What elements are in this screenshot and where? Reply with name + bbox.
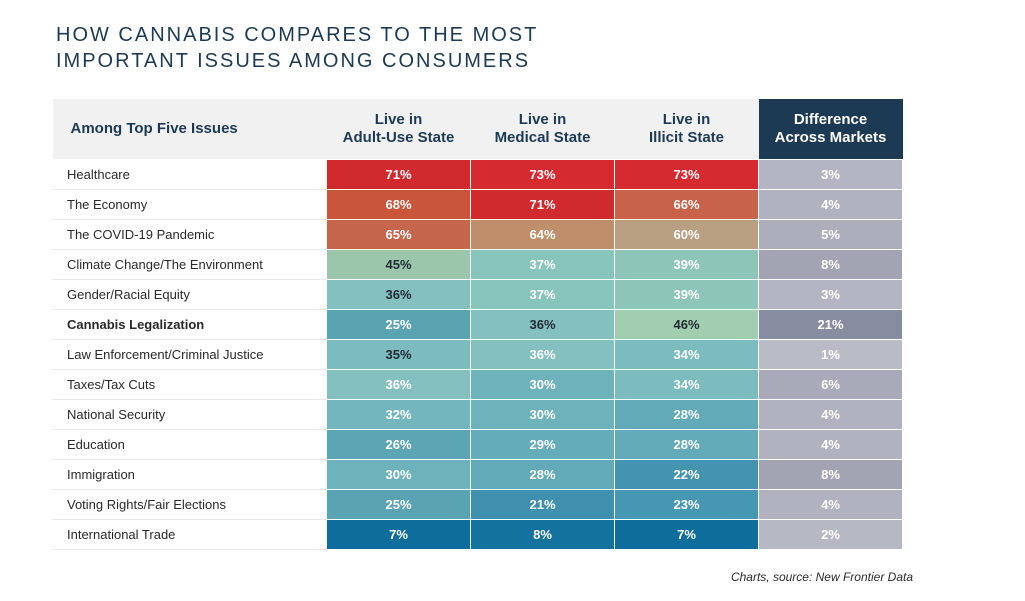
issue-label: Cannabis Legalization [52,308,327,340]
issue-label: The Economy [52,188,327,220]
issue-label: Gender/Racial Equity [52,278,327,310]
value-cell: 4% [758,428,903,460]
value-cell: 60% [614,218,759,250]
value-cell: 39% [614,278,759,310]
value-cell: 5% [758,218,903,250]
table-row: National Security 32% 30% 28% 4% [52,398,903,430]
value-cell: 3% [758,158,903,190]
issue-label: The COVID-19 Pandemic [52,218,327,250]
table-row: Gender/Racial Equity 36% 37% 39% 3% [52,278,903,310]
value-cell: 3% [758,278,903,310]
table-row: The COVID-19 Pandemic 65% 64% 60% 5% [52,218,903,250]
value-cell: 37% [470,248,615,280]
column-header-line: Across Markets [774,128,887,146]
value-cell: 65% [326,218,471,250]
value-cell: 68% [326,188,471,220]
value-cell: 8% [758,248,903,280]
value-cell: 64% [470,218,615,250]
table-row: Taxes/Tax Cuts 36% 30% 34% 6% [52,368,903,400]
column-header-line: Medical State [494,128,591,146]
value-cell: 21% [470,488,615,520]
column-header-line: Illicit State [648,128,725,146]
value-cell: 36% [326,278,471,310]
value-cell: 4% [758,398,903,430]
table-row: Education 26% 29% 28% 4% [52,428,903,460]
value-cell: 22% [614,458,759,490]
value-cell: 8% [758,458,903,490]
value-cell: 73% [614,158,759,190]
issue-label: Immigration [52,458,327,490]
column-header-medical: Live in Medical State [470,99,615,159]
table-row: Law Enforcement/Criminal Justice 35% 36% 34… [52,338,903,370]
column-header-line: Adult-Use State [342,128,455,146]
column-header-line: Live in [518,110,567,128]
value-cell: 36% [326,368,471,400]
issue-label: Climate Change/The Environment [52,248,327,280]
value-cell: 7% [614,518,759,550]
value-cell: 30% [326,458,471,490]
value-cell: 4% [758,188,903,220]
value-cell: 21% [758,308,903,340]
value-cell: 34% [614,368,759,400]
table-row: Climate Change/The Environment 45% 37% 39% 8… [52,248,903,280]
value-cell: 46% [614,308,759,340]
issue-label: Voting Rights/Fair Elections [52,488,327,520]
issue-label: Healthcare [52,158,327,190]
value-cell: 28% [614,428,759,460]
value-cell: 45% [326,248,471,280]
table-row: International Trade 7% 8% 7% 2% [52,518,903,550]
table-row: Voting Rights/Fair Elections 25% 21% 23% 4% [52,488,903,520]
issue-label: International Trade [52,518,327,550]
column-header-adult-use: Live in Adult-Use State [326,99,471,159]
value-cell: 28% [470,458,615,490]
column-header-illicit: Live in Illicit State [614,99,759,159]
value-cell: 4% [758,488,903,520]
value-cell: 6% [758,368,903,400]
chart-title: HOW CANNABIS COMPARES TO THE MOST IMPORT… [56,22,538,74]
chart-title-line-2: IMPORTANT ISSUES AMONG CONSUMERS [56,50,531,72]
value-cell: 34% [614,338,759,370]
column-header-line: Difference [793,110,868,128]
table-row: Healthcare 71% 73% 73% 3% [52,158,903,190]
issue-label: Law Enforcement/Criminal Justice [52,338,327,370]
issue-label: National Security [52,398,327,430]
value-cell: 29% [470,428,615,460]
value-cell: 73% [470,158,615,190]
column-header-difference: Difference Across Markets [758,99,903,159]
value-cell: 30% [470,368,615,400]
table-row: Cannabis Legalization 25% 36% 46% 21% [52,308,903,340]
column-header-line: Live in [374,110,423,128]
value-cell: 66% [614,188,759,220]
table-header-row: Among Top Five Issues Live in Adult-Use … [52,99,903,159]
value-cell: 26% [326,428,471,460]
value-cell: 25% [326,308,471,340]
issues-table: Among Top Five Issues Live in Adult-Use … [52,99,903,550]
table-row: Immigration 30% 28% 22% 8% [52,458,903,490]
value-cell: 25% [326,488,471,520]
value-cell: 36% [470,308,615,340]
issue-label: Taxes/Tax Cuts [52,368,327,400]
value-cell: 71% [470,188,615,220]
value-cell: 32% [326,398,471,430]
value-cell: 2% [758,518,903,550]
source-note: Charts, source: New Frontier Data [730,570,913,584]
value-cell: 35% [326,338,471,370]
value-cell: 28% [614,398,759,430]
value-cell: 1% [758,338,903,370]
value-cell: 8% [470,518,615,550]
value-cell: 30% [470,398,615,430]
value-cell: 23% [614,488,759,520]
value-cell: 37% [470,278,615,310]
value-cell: 7% [326,518,471,550]
column-header-line: Live in [662,110,711,128]
chart-title-line-1: HOW CANNABIS COMPARES TO THE MOST [56,24,539,46]
table-body: Healthcare 71% 73% 73% 3% The Economy 68% 71% 66… [52,158,903,550]
row-header-label: Among Top Five Issues [52,99,327,159]
table-row: The Economy 68% 71% 66% 4% [52,188,903,220]
value-cell: 36% [470,338,615,370]
value-cell: 39% [614,248,759,280]
issue-label: Education [52,428,327,460]
value-cell: 71% [326,158,471,190]
